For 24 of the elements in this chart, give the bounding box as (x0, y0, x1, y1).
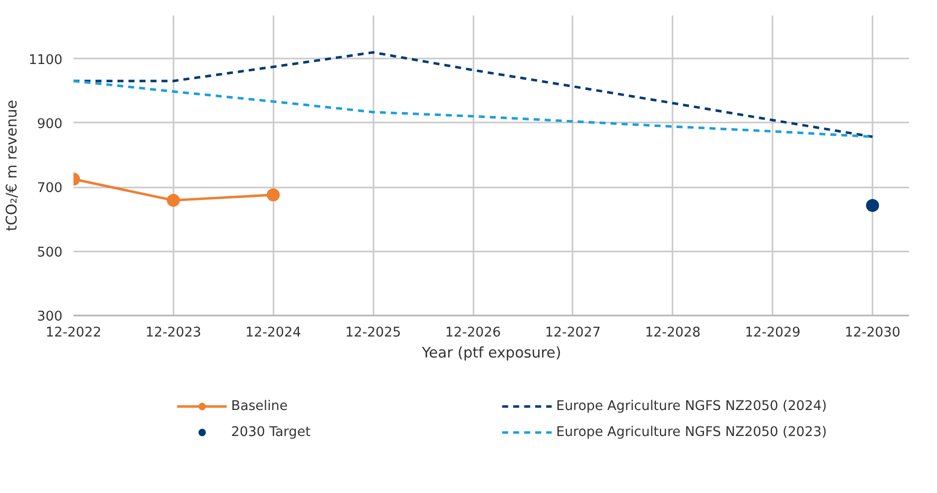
y-tick-label: 500 (37, 245, 63, 260)
legend-label: Europe Agriculture NGFS NZ2050 (2024) (556, 398, 827, 414)
x-tick-label: 12-2027 (545, 326, 601, 340)
x-tick-label: 12-2025 (345, 326, 401, 340)
x-tick-label: 12-2029 (744, 326, 801, 340)
legend-label: Europe Agriculture NGFS NZ2050 (2023) (556, 424, 827, 440)
x-tick-label: 12-2030 (844, 326, 900, 340)
x-tick-label: 12-2024 (245, 326, 302, 340)
y-tick-label: 1100 (28, 52, 63, 68)
y-tick-label: 900 (37, 116, 63, 132)
x-tick-label: 12-2028 (644, 326, 701, 340)
legend-label: 2030 Target (231, 424, 312, 440)
legend-label: Baseline (231, 398, 289, 414)
line-series (74, 51, 874, 138)
y-tick-label: 300 (37, 310, 63, 324)
x-tick-label: 12-2023 (146, 326, 202, 340)
point (166, 194, 180, 207)
x-tick-label: 12-2022 (46, 326, 102, 340)
point (866, 198, 880, 212)
x-tick-label: 12-2026 (445, 326, 501, 340)
x-axis-title: Year (ptf exposure) (420, 344, 562, 362)
y-axis-title: tCO₂/€ m revenue (4, 100, 21, 232)
point (266, 188, 280, 202)
y-tick-label: 700 (37, 181, 63, 196)
